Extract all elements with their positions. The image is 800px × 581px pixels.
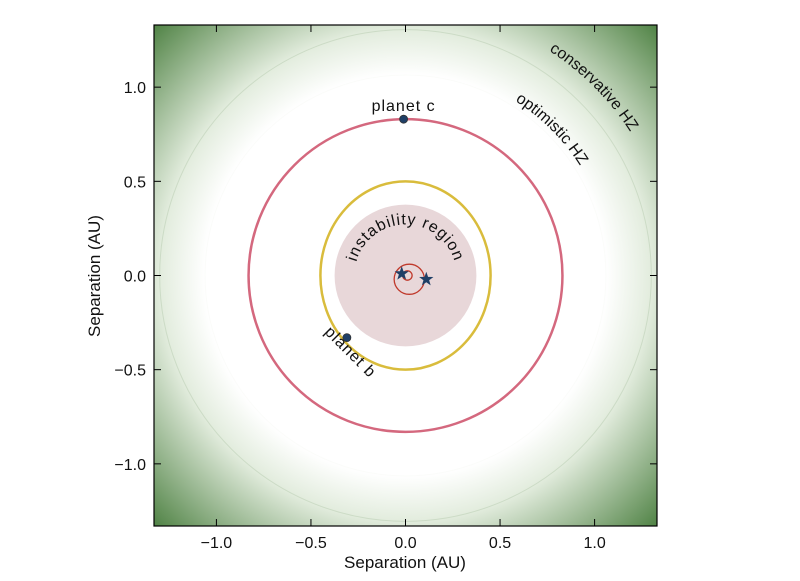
x-tick-label: 0.0	[394, 535, 416, 552]
planet-label: planet c	[372, 98, 436, 115]
star	[394, 266, 409, 280]
star	[419, 271, 434, 286]
x-tick-label: −1.0	[201, 535, 233, 552]
planet	[342, 333, 352, 343]
x-tick-label: −0.5	[295, 535, 327, 552]
x-tick-label: 1.0	[583, 535, 605, 552]
y-tick-label: −0.5	[114, 363, 146, 380]
planet	[399, 114, 409, 124]
y-tick-label: 1.0	[124, 80, 146, 97]
y-tick-label: 0.5	[124, 174, 146, 191]
hz-inner-edge	[204, 74, 607, 477]
orbit	[319, 180, 492, 371]
x-tick-label: 0.5	[489, 535, 511, 552]
x-axis-label: Separation (AU)	[344, 553, 466, 572]
y-tick-label: 0.0	[124, 269, 146, 286]
y-tick-label: −1.0	[114, 457, 146, 474]
instability-region	[334, 204, 477, 347]
y-axis-label: Separation (AU)	[85, 215, 104, 337]
